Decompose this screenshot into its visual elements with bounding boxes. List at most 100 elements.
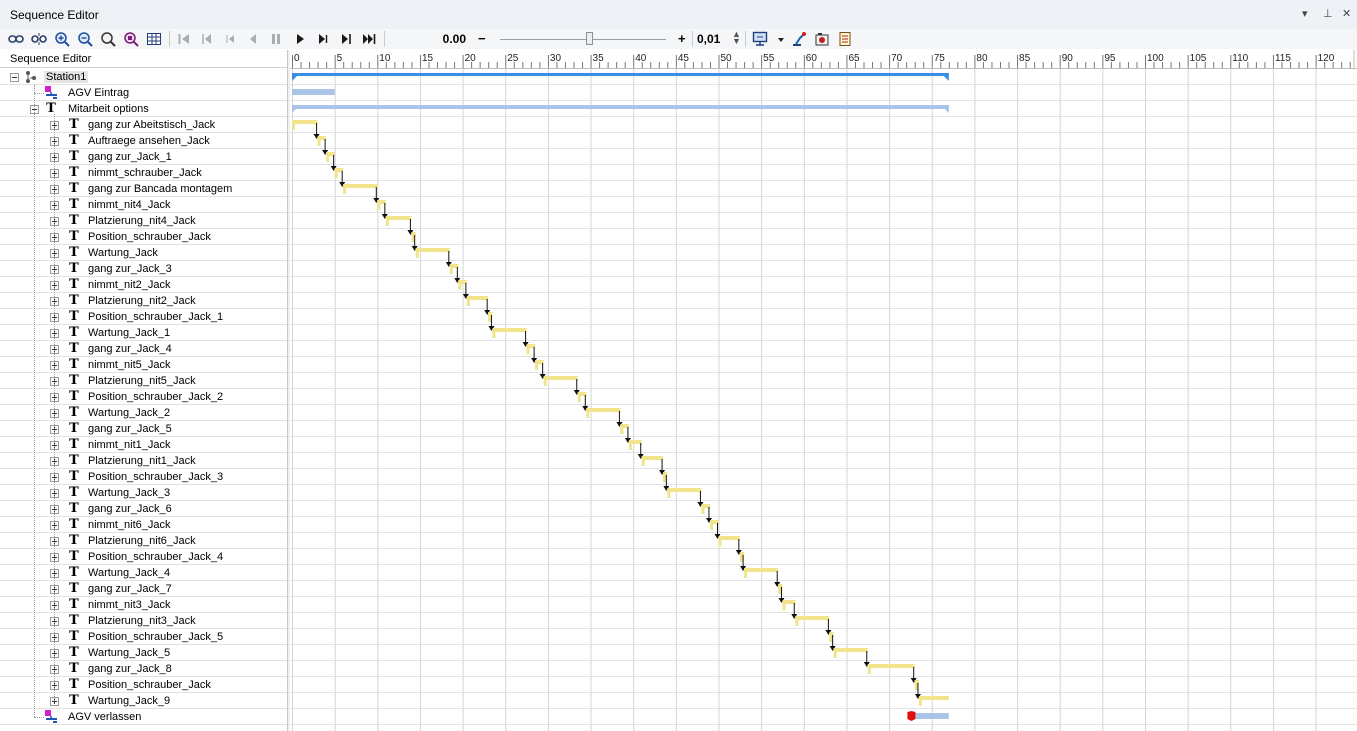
tree-row[interactable]: T Platzierung_nit3_Jack	[0, 613, 287, 629]
prev-frame-icon[interactable]	[222, 31, 238, 47]
tree-row[interactable]: T Position_schrauber_Jack_2	[0, 389, 287, 405]
tree-row[interactable]: T Platzierung_nit1_Jack	[0, 453, 287, 469]
zoom-selection-icon[interactable]	[123, 31, 139, 47]
link-icon[interactable]	[8, 31, 24, 47]
step-spinner-icon[interactable]: ▲ ▼	[732, 29, 741, 46]
zoom-out-icon[interactable]	[77, 31, 93, 47]
tree-row[interactable]: T Position_schrauber_Jack	[0, 677, 287, 693]
jump-start-icon[interactable]	[176, 31, 192, 47]
step-size-field[interactable]: 0,01	[697, 32, 721, 46]
grid-icon[interactable]	[146, 31, 162, 47]
task-icon: T	[69, 245, 79, 260]
task-icon: T	[69, 581, 79, 596]
time-slider-thumb[interactable]	[586, 32, 593, 45]
tree-root-row[interactable]: Station1	[0, 69, 287, 85]
tree-row[interactable]: AGV verlassen	[0, 709, 287, 725]
pause-icon[interactable]	[268, 31, 284, 47]
task-bar-start	[292, 120, 295, 130]
current-time-value[interactable]: 0.00	[442, 32, 466, 46]
ruler-tick-label: 20	[465, 53, 477, 64]
tree-item-label: nimmt_schrauber_Jack	[88, 167, 202, 179]
time-decrease-button[interactable]: −	[478, 31, 486, 46]
tree-row[interactable]: T Position_schrauber_Jack	[0, 229, 287, 245]
ruler-tick-label: 105	[1190, 53, 1207, 64]
panel-splitter[interactable]	[287, 50, 290, 731]
unlink-icon[interactable]	[31, 31, 47, 47]
close-icon[interactable]: ✕	[1342, 8, 1352, 20]
tree-row[interactable]: T Position_schrauber_Jack_4	[0, 549, 287, 565]
tree-row[interactable]: AGV Eintrag	[0, 85, 287, 101]
dependency-arrow-head	[863, 662, 870, 667]
window-menu-icon[interactable]: ▾	[1302, 8, 1308, 20]
time-increase-button[interactable]: +	[678, 31, 686, 46]
monitor-icon[interactable]	[752, 31, 768, 47]
task-bar	[667, 488, 702, 492]
tree-item-label: Platzierung_nit3_Jack	[88, 615, 196, 627]
tree-row[interactable]: T Wartung_Jack_4	[0, 565, 287, 581]
tree-row[interactable]: T Wartung_Jack_9	[0, 693, 287, 709]
task-bar-start	[867, 664, 871, 674]
next-frame-icon[interactable]	[315, 31, 331, 47]
tree-row[interactable]: T Platzierung_nit4_Jack	[0, 213, 287, 229]
station-icon	[24, 69, 38, 85]
zoom-fit-icon[interactable]	[100, 31, 116, 47]
collapse-icon[interactable]	[10, 73, 19, 82]
pin-icon[interactable]: ⊥	[1323, 8, 1333, 20]
tree-row[interactable]: T Wartung_Jack	[0, 245, 287, 261]
step-back-icon[interactable]	[199, 31, 215, 47]
dependency-arrow-head	[445, 262, 452, 267]
task-bar-start	[535, 360, 539, 370]
task-icon: T	[69, 373, 79, 388]
tree-row[interactable]: T Position_schrauber_Jack_3	[0, 469, 287, 485]
tree-row[interactable]: T Platzierung_nit6_Jack	[0, 533, 287, 549]
jump-end-icon[interactable]	[361, 31, 377, 47]
dropdown-arrow-icon[interactable]	[773, 31, 784, 47]
tree-row[interactable]: T Mitarbeit options	[0, 101, 287, 117]
task-icon: T	[69, 677, 79, 692]
dependency-arrow-head	[735, 550, 742, 555]
play-icon[interactable]	[292, 31, 308, 47]
export-icon[interactable]	[837, 31, 853, 47]
zoom-in-icon[interactable]	[54, 31, 70, 47]
camera-icon[interactable]	[814, 31, 830, 47]
ruler-tick-label: 115	[1275, 53, 1291, 64]
task-icon: T	[69, 229, 79, 244]
task-icon: T	[69, 613, 79, 628]
timeline-chart[interactable]: 0 5 10 15 20 25 30 35 40 45 50 55 60 65 70 75 80 85 90 95 10…	[290, 50, 1357, 731]
time-slider-track[interactable]	[500, 39, 666, 40]
ruler-tick-label: 45	[678, 53, 690, 64]
tree-row[interactable]: T Wartung_Jack_2	[0, 405, 287, 421]
task-bar-start	[718, 536, 722, 546]
task-icon: T	[69, 293, 79, 308]
tree-row[interactable]: T Auftraege ansehen_Jack	[0, 133, 287, 149]
task-icon: T	[46, 101, 56, 116]
play-backward-icon[interactable]	[245, 31, 261, 47]
tree-row[interactable]: T Platzierung_nit5_Jack	[0, 373, 287, 389]
tree-row[interactable]: T Wartung_Jack_5	[0, 645, 287, 661]
ruler-tick-label: 40	[635, 53, 647, 64]
tree-row[interactable]: T Position_schrauber_Jack_1	[0, 309, 287, 325]
tree-row[interactable]: T Wartung_Jack_1	[0, 325, 287, 341]
tree-row[interactable]: T Position_schrauber_Jack_5	[0, 629, 287, 645]
robot-arm-icon[interactable]	[791, 31, 807, 47]
ruler-tick-label: 75	[934, 53, 946, 64]
tree-row[interactable]: T Wartung_Jack_3	[0, 485, 287, 501]
tree-row[interactable]: T Platzierung_nit2_Jack	[0, 293, 287, 309]
step-forward-icon[interactable]	[338, 31, 354, 47]
